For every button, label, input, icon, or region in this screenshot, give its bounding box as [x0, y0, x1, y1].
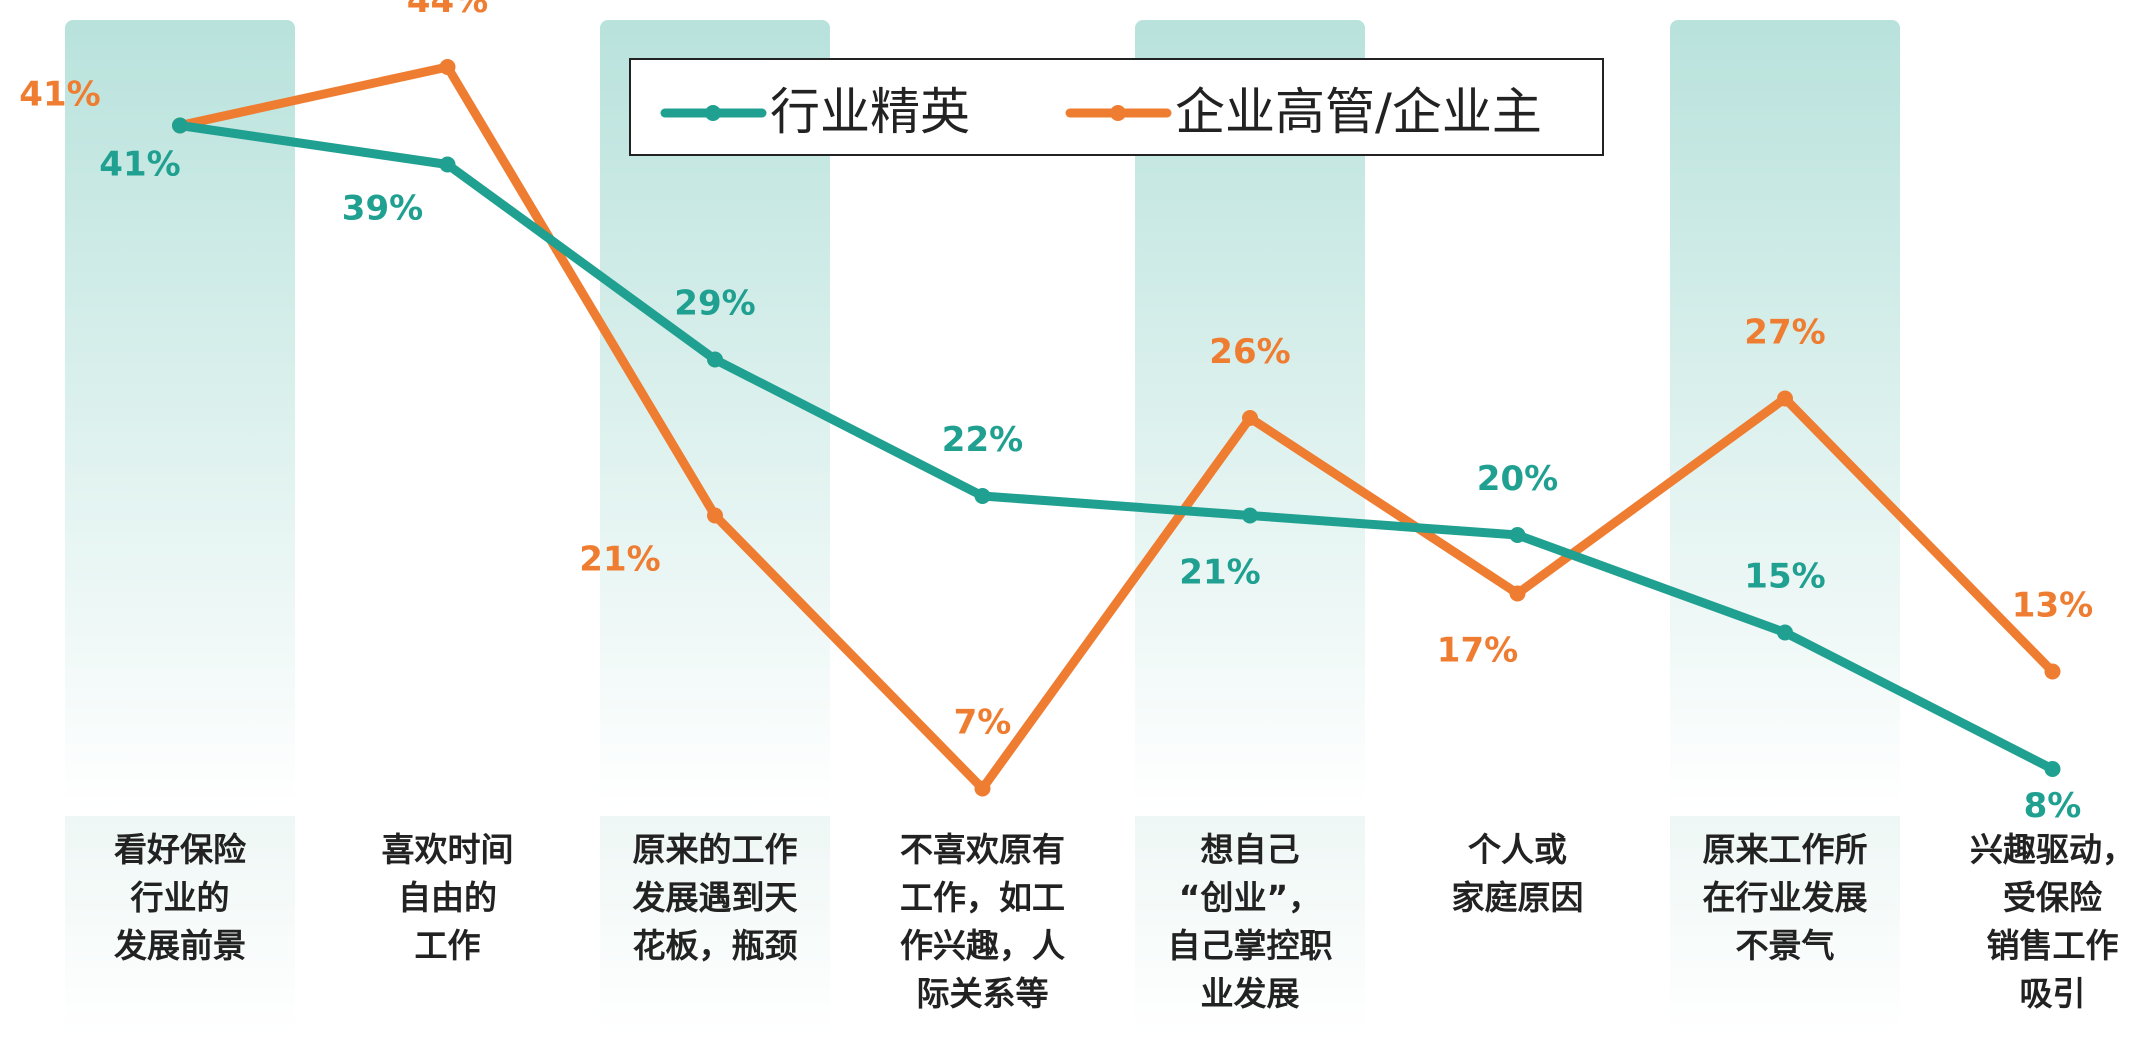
category-label: 兴趣驱动， 受保险销售工作吸引: [1938, 826, 2146, 1018]
column-band: [1670, 20, 1900, 808]
category-label: 想自己 “创业”， 自己掌控职业发展: [1135, 826, 1365, 1018]
legend-marker-elite: [705, 105, 721, 121]
category-label-line: 吸引: [2019, 974, 2086, 1013]
data-label: 29%: [674, 284, 755, 324]
category-label-line: 自己掌控职: [1167, 926, 1333, 965]
category-label-line: 喜欢时间: [381, 830, 514, 869]
data-label: 41%: [99, 145, 180, 185]
label-band: [65, 816, 295, 1034]
category-label: 个人或 家庭原因: [1403, 826, 1633, 922]
data-label: 21%: [1179, 553, 1260, 593]
category-label-line: 不喜欢原有: [900, 830, 1065, 869]
data-label: 21%: [579, 540, 660, 580]
category-label-line: 行业的: [130, 878, 230, 917]
category-label-line: 际关系等: [916, 974, 1049, 1013]
category-label-line: 自由的: [398, 878, 497, 917]
data-point: [1509, 585, 1526, 602]
data-point: [2044, 663, 2061, 680]
category-label-line: 原来的工作: [632, 830, 798, 869]
data-point: [1777, 390, 1793, 407]
data-point: [707, 507, 723, 524]
legend-marker-exec: [1110, 105, 1126, 121]
data-point: [974, 488, 991, 504]
data-label: 7%: [954, 703, 1012, 743]
data-label: 8%: [2024, 786, 2082, 826]
data-point: [2044, 761, 2061, 777]
category-label: 不喜欢原有工作，如工作兴趣，人际关系等: [868, 826, 1098, 1018]
category-label: 原来工作所在行业发展不景气: [1670, 826, 1900, 970]
category-label: 喜欢时间 自由的 工作: [333, 826, 563, 970]
label-band: [1670, 816, 1900, 1034]
label-band: [600, 816, 830, 1034]
category-label-line: 业发展: [1200, 974, 1300, 1013]
data-point: [1242, 507, 1258, 524]
data-point: [1242, 410, 1258, 426]
category-label-line: 工作: [414, 926, 481, 965]
category-label-line: 发展前景: [114, 926, 246, 965]
legend: 行业精英 企业高管/企业主: [629, 58, 1604, 156]
series-line-0: [175, 121, 2057, 774]
data-label: 15%: [1744, 557, 1825, 597]
data-point: [172, 117, 188, 134]
data-label: 22%: [942, 420, 1023, 460]
data-point: [1777, 624, 1793, 641]
category-label-line: 作兴趣，人: [900, 926, 1065, 965]
legend-label-elite: 行业精英: [770, 83, 970, 141]
category-label-line: “创业”，: [1178, 878, 1322, 917]
data-label: 27%: [1744, 313, 1825, 353]
category-label: 原来的工作发展遇到天花板，瓶颈: [600, 826, 830, 970]
data-point: [439, 156, 456, 173]
data-label: 17%: [1437, 631, 1518, 671]
data-label: 26%: [1209, 332, 1290, 372]
category-label-line: 兴趣驱动，: [1970, 830, 2135, 869]
category-label: 看好保险行业的发展前景: [65, 826, 295, 970]
category-label-line: 花板，瓶颈: [632, 926, 798, 965]
category-label-line: 工作，如工: [900, 878, 1065, 917]
column-band: [65, 20, 295, 808]
data-label: 41%: [19, 75, 100, 115]
data-label: 44%: [407, 0, 488, 21]
category-label-line: 销售工作: [1986, 926, 2119, 965]
data-label: 13%: [2012, 586, 2093, 626]
data-point: [974, 780, 991, 797]
category-label-line: 想自己: [1200, 830, 1300, 869]
category-label-line: 原来工作所: [1702, 830, 1868, 869]
series-line-1: [175, 62, 2057, 793]
category-label-line: 发展遇到天: [632, 878, 798, 917]
label-band: [1135, 816, 1365, 1034]
category-label-line: 看好保险: [114, 830, 246, 869]
data-point: [439, 59, 456, 75]
data-label: 20%: [1477, 459, 1558, 499]
data-point: [1509, 527, 1526, 543]
legend-label-exec: 企业高管/企业主: [1175, 83, 1542, 141]
category-label-line: 家庭原因: [1451, 878, 1584, 917]
data-label: 39%: [342, 189, 423, 229]
category-label-line: 受保险: [2003, 878, 2102, 917]
category-label-line: 个人或: [1468, 830, 1567, 869]
category-label-line: 在行业发展: [1702, 878, 1868, 917]
data-point: [707, 351, 723, 368]
column-band: [600, 20, 830, 808]
category-label-line: 不景气: [1735, 926, 1835, 965]
